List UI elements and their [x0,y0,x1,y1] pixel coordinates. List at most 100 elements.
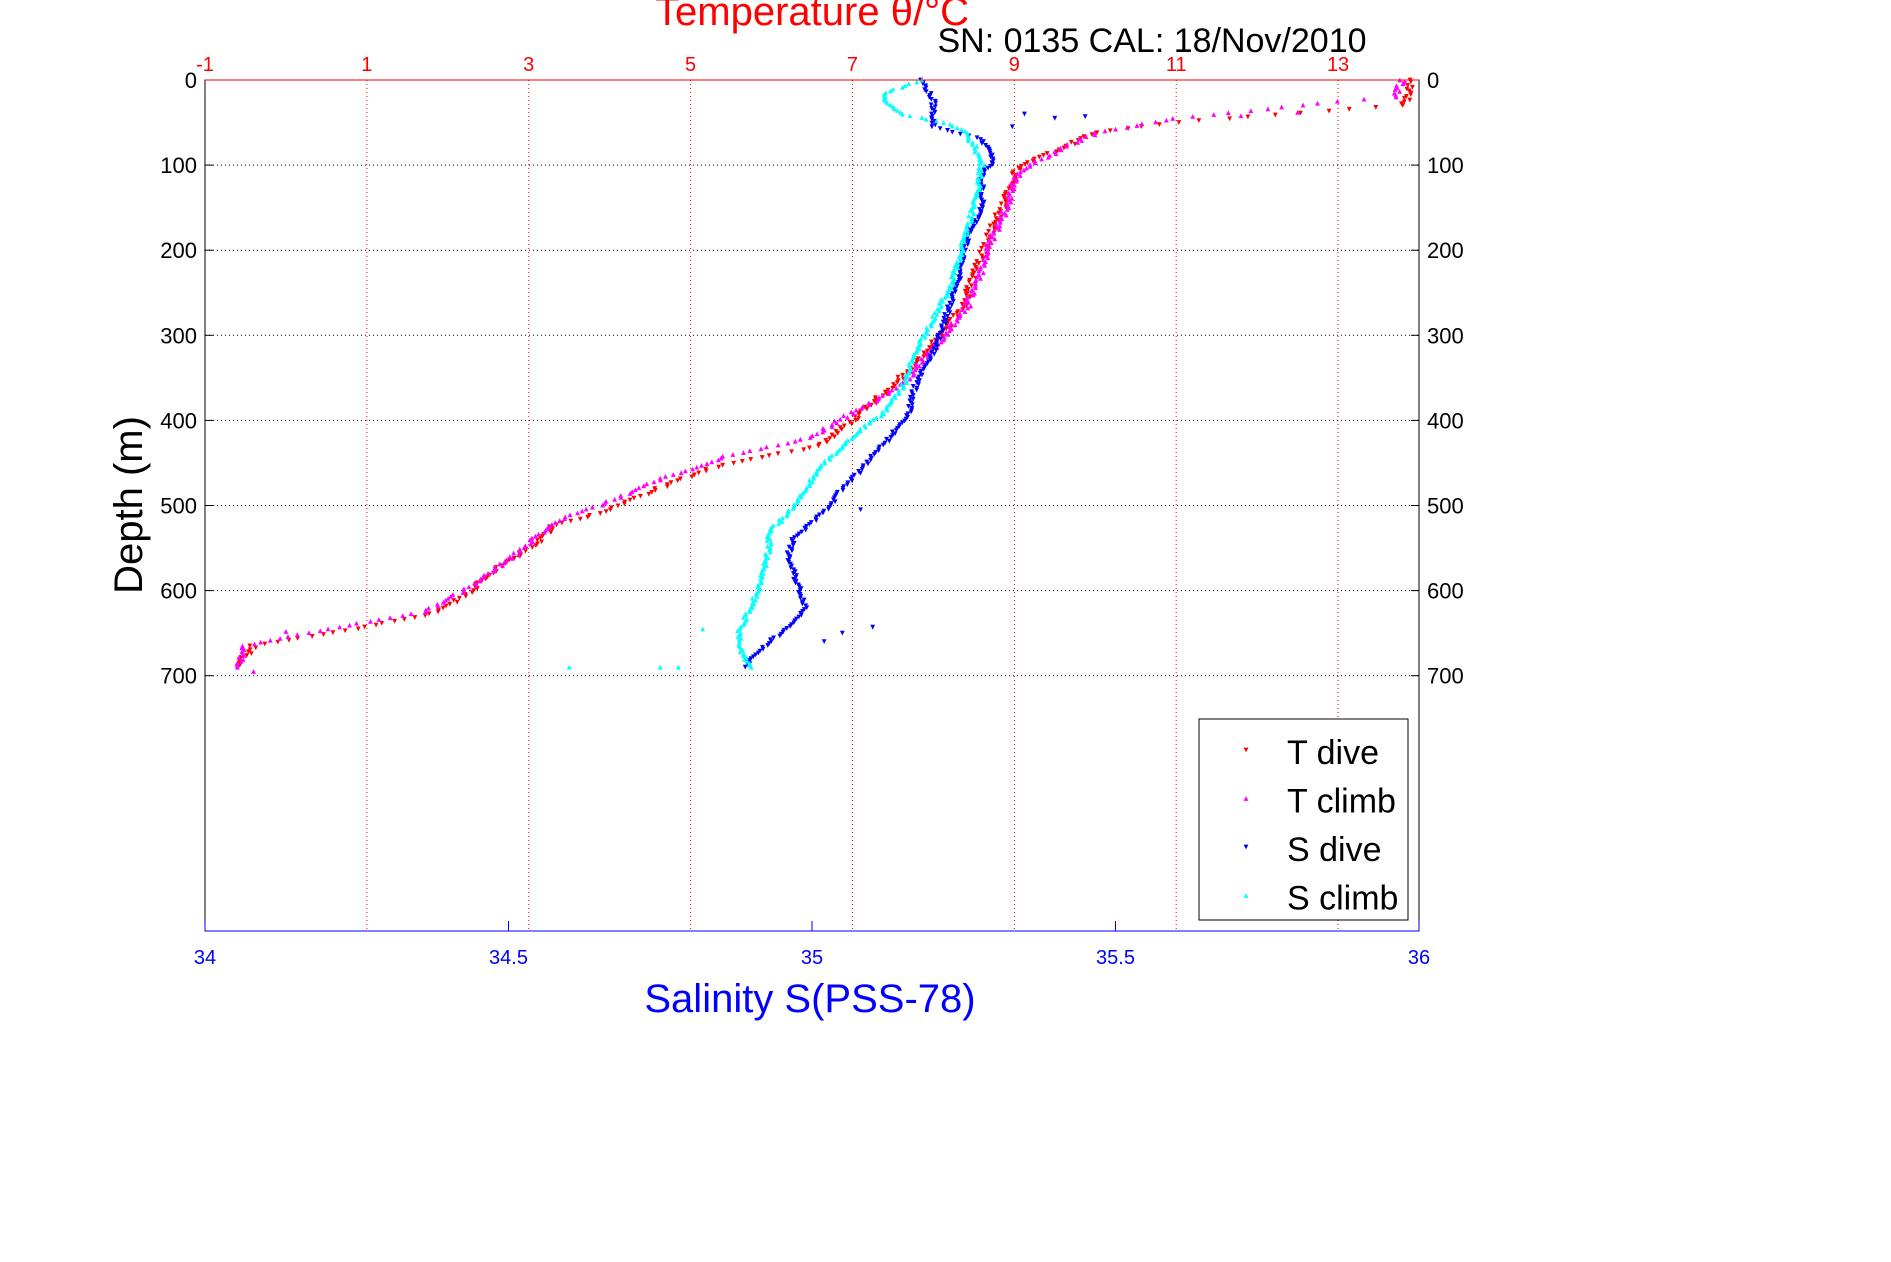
data-point [965,287,971,292]
data-point [922,334,928,340]
data-point [670,472,676,477]
data-point [460,590,466,595]
data-point-outlier [839,630,845,636]
data-point [735,628,740,634]
data-point [894,380,900,386]
data-point [972,149,978,155]
data-point [683,468,688,474]
data-point [962,230,968,235]
data-point [800,490,806,496]
data-point [749,595,755,601]
data-point [966,279,972,285]
data-point [342,628,348,634]
y-tick-label-right: 200 [1427,238,1464,263]
data-point [978,137,984,142]
legend-marker [1243,796,1249,801]
data-point [806,522,812,527]
data-point [731,460,737,466]
data-point [730,452,736,457]
data-point [562,516,568,522]
data-point [792,438,798,444]
data-point [881,411,887,417]
y-tick-label-left: 700 [160,664,197,689]
x-top-tick-label: 7 [847,54,858,76]
data-point [959,126,964,132]
data-point [764,444,769,450]
data-point [1410,84,1415,90]
data-point [603,509,609,515]
data-point [788,565,794,571]
data-point [946,324,952,330]
data-point [807,483,813,489]
data-layer [234,77,1415,674]
data-point [585,514,591,520]
data-point [814,431,820,437]
data-point [900,372,906,378]
data-point [867,420,873,426]
data-point [1190,114,1196,119]
data-point [506,557,512,563]
x-bottom-tick-label: 35.5 [1096,947,1135,969]
data-point [1373,105,1379,110]
data-point [906,368,912,374]
data-point [1196,118,1202,124]
data-point [735,634,741,639]
data-point [760,574,766,580]
x-top-tick-label: 9 [1009,54,1020,76]
data-point [859,405,865,411]
data-point [761,564,767,570]
legend-marker [1243,893,1249,898]
data-point-outlier [1238,113,1244,119]
data-point [845,437,851,443]
data-point [876,448,881,454]
data-point [1054,149,1060,155]
data-point [1334,98,1340,104]
data-point-outlier [566,664,572,670]
data-point [253,645,259,651]
data-point [978,275,983,281]
data-point-outlier [1052,115,1058,121]
data-point [930,313,935,319]
data-point [797,595,803,601]
data-point [948,320,954,326]
data-point [950,313,956,318]
data-point [916,382,921,387]
data-point [962,128,968,134]
data-point [763,559,769,564]
data-point [1400,81,1406,87]
data-point [963,247,968,253]
data-point [934,312,940,317]
data-point [238,658,244,664]
data-point [1156,122,1162,127]
data-point [716,457,721,463]
data-point [974,220,980,225]
data-point [832,418,838,424]
legend-entry: S dive [1243,831,1382,869]
data-point [902,418,908,424]
data-point [892,394,898,400]
data-point [760,570,766,576]
data-point [500,563,505,569]
data-point [919,372,925,378]
data-point [938,304,944,310]
data-point [981,242,986,247]
data-point [775,442,781,448]
data-point [720,462,726,468]
data-point [1010,188,1016,194]
data-point [908,409,914,415]
data-point [754,593,760,599]
data-point [590,504,595,510]
data-point [747,609,753,614]
data-point [651,479,657,485]
data-point [738,635,744,641]
data-point [649,489,655,495]
data-point [941,337,947,343]
data-point [1011,174,1017,180]
data-point [962,288,968,294]
data-point [835,430,841,436]
data-point [485,570,491,576]
data-point [934,334,940,340]
data-point [906,370,912,376]
data-point [738,645,743,651]
data-point [983,242,989,247]
